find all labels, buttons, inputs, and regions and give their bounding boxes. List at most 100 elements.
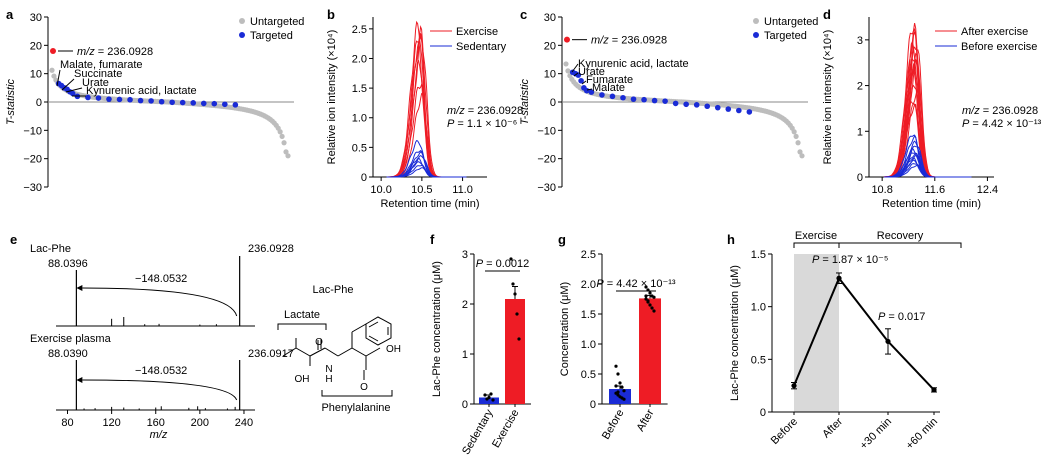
targeted-point	[620, 94, 626, 101]
time-course-line	[793, 276, 935, 391]
y-tick-label: 3	[857, 35, 863, 47]
y-tick-label: 0.5	[751, 354, 766, 366]
y-tick-label: 0.5	[581, 369, 596, 381]
y-tick-label: 20	[544, 40, 556, 52]
phase-label: Recovery	[877, 230, 924, 242]
y-tick-label: 0	[590, 399, 596, 411]
mass-loss-label: −148.0532	[135, 365, 187, 377]
targeted-point	[169, 99, 175, 106]
chemical-bond	[282, 347, 297, 357]
spectrum-name: Lac-Phe	[30, 243, 71, 255]
bar-after	[639, 298, 661, 404]
phase-label: Exercise	[795, 230, 837, 242]
untargeted-point	[563, 61, 569, 67]
untargeted-point	[795, 140, 801, 146]
spectrum-name: Exercise plasma	[30, 333, 112, 345]
y-tick-label: 2	[462, 299, 468, 311]
chemical-bond	[295, 347, 311, 357]
y-tick-label: 1	[462, 349, 468, 361]
legend-label: After exercise	[961, 26, 1028, 38]
annotation-line	[56, 69, 61, 87]
y-tick-label: 0	[36, 97, 42, 109]
data-point	[644, 285, 648, 289]
x-axis-label: Retention time (min)	[380, 198, 479, 210]
legend-swatch-targeted	[753, 32, 759, 38]
category-label: After	[635, 407, 657, 433]
x-tick-label: 11.6	[924, 184, 945, 196]
precursor-label: 236.0917	[248, 348, 294, 360]
targeted-point	[137, 97, 144, 104]
highlight-label: m/z = 236.0928	[591, 35, 667, 47]
y-tick-label: 1.0	[352, 113, 367, 125]
data-point	[517, 337, 521, 341]
y-tick-label: 10	[544, 69, 556, 81]
trace-red	[884, 58, 972, 178]
atom-label: N	[325, 364, 332, 375]
annotation-label: Kynurenic acid, lactate	[86, 85, 197, 97]
y-tick-label: −30	[23, 182, 42, 194]
bracket-exercise	[793, 242, 840, 248]
trace-red	[884, 28, 972, 178]
targeted-point	[683, 101, 689, 108]
trace-red	[883, 62, 972, 178]
data-point	[620, 385, 624, 389]
untargeted-point	[277, 129, 283, 135]
data-point	[646, 299, 650, 303]
y-axis-label: Lac-Phe concentration (μM)	[729, 265, 741, 401]
p-value-label: P = 0.017	[878, 311, 925, 323]
chemical-bond	[324, 347, 339, 357]
data-point	[483, 393, 487, 397]
chemical-bond	[351, 347, 367, 357]
data-point	[513, 292, 517, 296]
data-point	[648, 303, 652, 307]
legend-swatch-targeted	[239, 32, 245, 38]
x-tick-label: 200	[191, 417, 209, 429]
annotation-line	[61, 78, 75, 91]
data-point	[652, 309, 656, 313]
targeted-point	[736, 107, 742, 114]
group-label-phenylalanine: Phenylalanine	[321, 402, 390, 414]
panel-letter-a: a	[6, 7, 14, 22]
trace-blue	[884, 164, 972, 178]
data-point	[648, 291, 652, 295]
atom-label: O	[315, 337, 323, 348]
targeted-point	[746, 109, 753, 115]
aromatic-bond	[368, 321, 379, 328]
bracket-lactate	[277, 323, 327, 330]
loss-arrow	[82, 379, 238, 401]
atom-label: OH	[295, 374, 310, 385]
y-axis-label: Relative ion intensity (×10⁴)	[822, 30, 834, 165]
y-tick-label: −20	[537, 154, 556, 166]
trace-blue	[386, 167, 467, 178]
data-point	[616, 390, 620, 394]
p-value-label: P = 1.87 × 10⁻⁵	[812, 254, 888, 266]
targeted-point	[704, 103, 711, 110]
targeted-point	[588, 89, 595, 95]
arrow-head	[76, 377, 83, 383]
panel-letter-c: c	[520, 7, 527, 22]
targeted-point	[148, 98, 154, 104]
y-tick-label: 30	[30, 12, 42, 24]
mz-annotation: m/z = 236.0928	[962, 105, 1038, 117]
chemical-bond	[351, 323, 367, 333]
targeted-point	[672, 100, 679, 107]
x-axis-label: Retention time (min)	[882, 198, 981, 210]
untargeted-point	[797, 149, 803, 155]
trace-red	[883, 22, 972, 178]
data-point	[509, 257, 513, 261]
data-point	[491, 398, 495, 402]
untargeted-point	[565, 68, 571, 74]
bracket-phenylalanine	[321, 390, 393, 397]
targeted-point	[116, 96, 123, 103]
y-tick-label: 2.5	[352, 24, 367, 36]
annotation-label: Malate	[592, 82, 625, 94]
untargeted-point	[799, 153, 805, 159]
category-label: Before	[769, 416, 800, 447]
fragment-label: 88.0396	[48, 258, 88, 270]
targeted-point	[578, 77, 584, 84]
y-tick-label: 1.5	[352, 83, 367, 95]
chemical-bond	[365, 347, 381, 357]
y-tick-label: −30	[537, 182, 556, 194]
untargeted-point	[791, 129, 797, 135]
benzene-ring	[365, 316, 392, 346]
